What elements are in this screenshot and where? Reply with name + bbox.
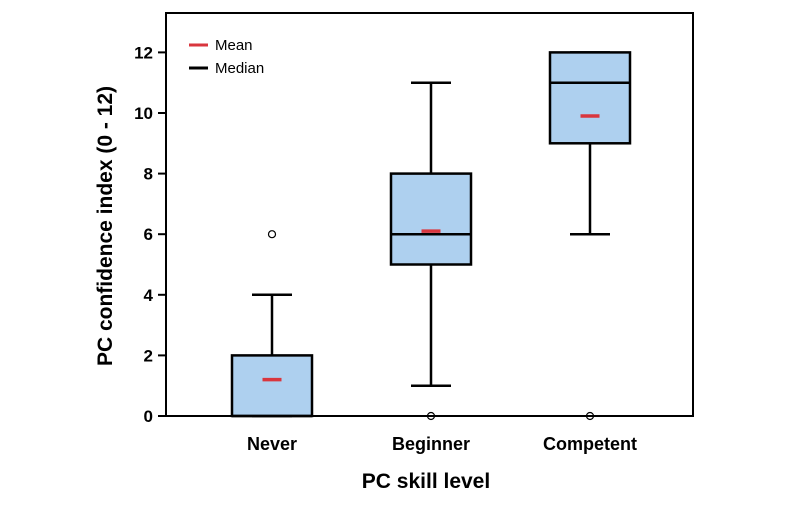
- y-tick-label: 2: [144, 346, 153, 365]
- y-axis-title: PC confidence index (0 - 12): [94, 86, 117, 366]
- legend-mean-label: Mean: [215, 37, 253, 54]
- y-axis-ticks: 0 2 4 6 8 10 12: [134, 43, 166, 426]
- box-group: [548, 51, 632, 421]
- box-group: [230, 230, 314, 418]
- box-group: [389, 81, 473, 421]
- iqr-box: [230, 354, 314, 418]
- x-category-label: Competent: [543, 434, 637, 454]
- legend-median-label: Median: [215, 60, 264, 77]
- y-tick-label: 10: [134, 104, 153, 123]
- iqr-box: [548, 51, 632, 145]
- iqr-box: [389, 172, 473, 266]
- y-tick-label: 4: [144, 286, 154, 305]
- y-tick-label: 12: [134, 43, 153, 62]
- plot-frame: [165, 12, 694, 417]
- legend: Mean Median: [189, 37, 264, 77]
- x-axis-title: PC skill level: [362, 470, 490, 493]
- boxes-layer: [230, 51, 632, 421]
- outlier-point: [267, 230, 277, 239]
- y-tick-label: 6: [144, 225, 153, 244]
- x-axis-categories: Never Beginner Competent: [247, 434, 637, 454]
- x-category-label: Never: [247, 434, 297, 454]
- x-category-label: Beginner: [392, 434, 470, 454]
- y-tick-label: 0: [144, 407, 153, 426]
- y-tick-label: 8: [144, 165, 153, 184]
